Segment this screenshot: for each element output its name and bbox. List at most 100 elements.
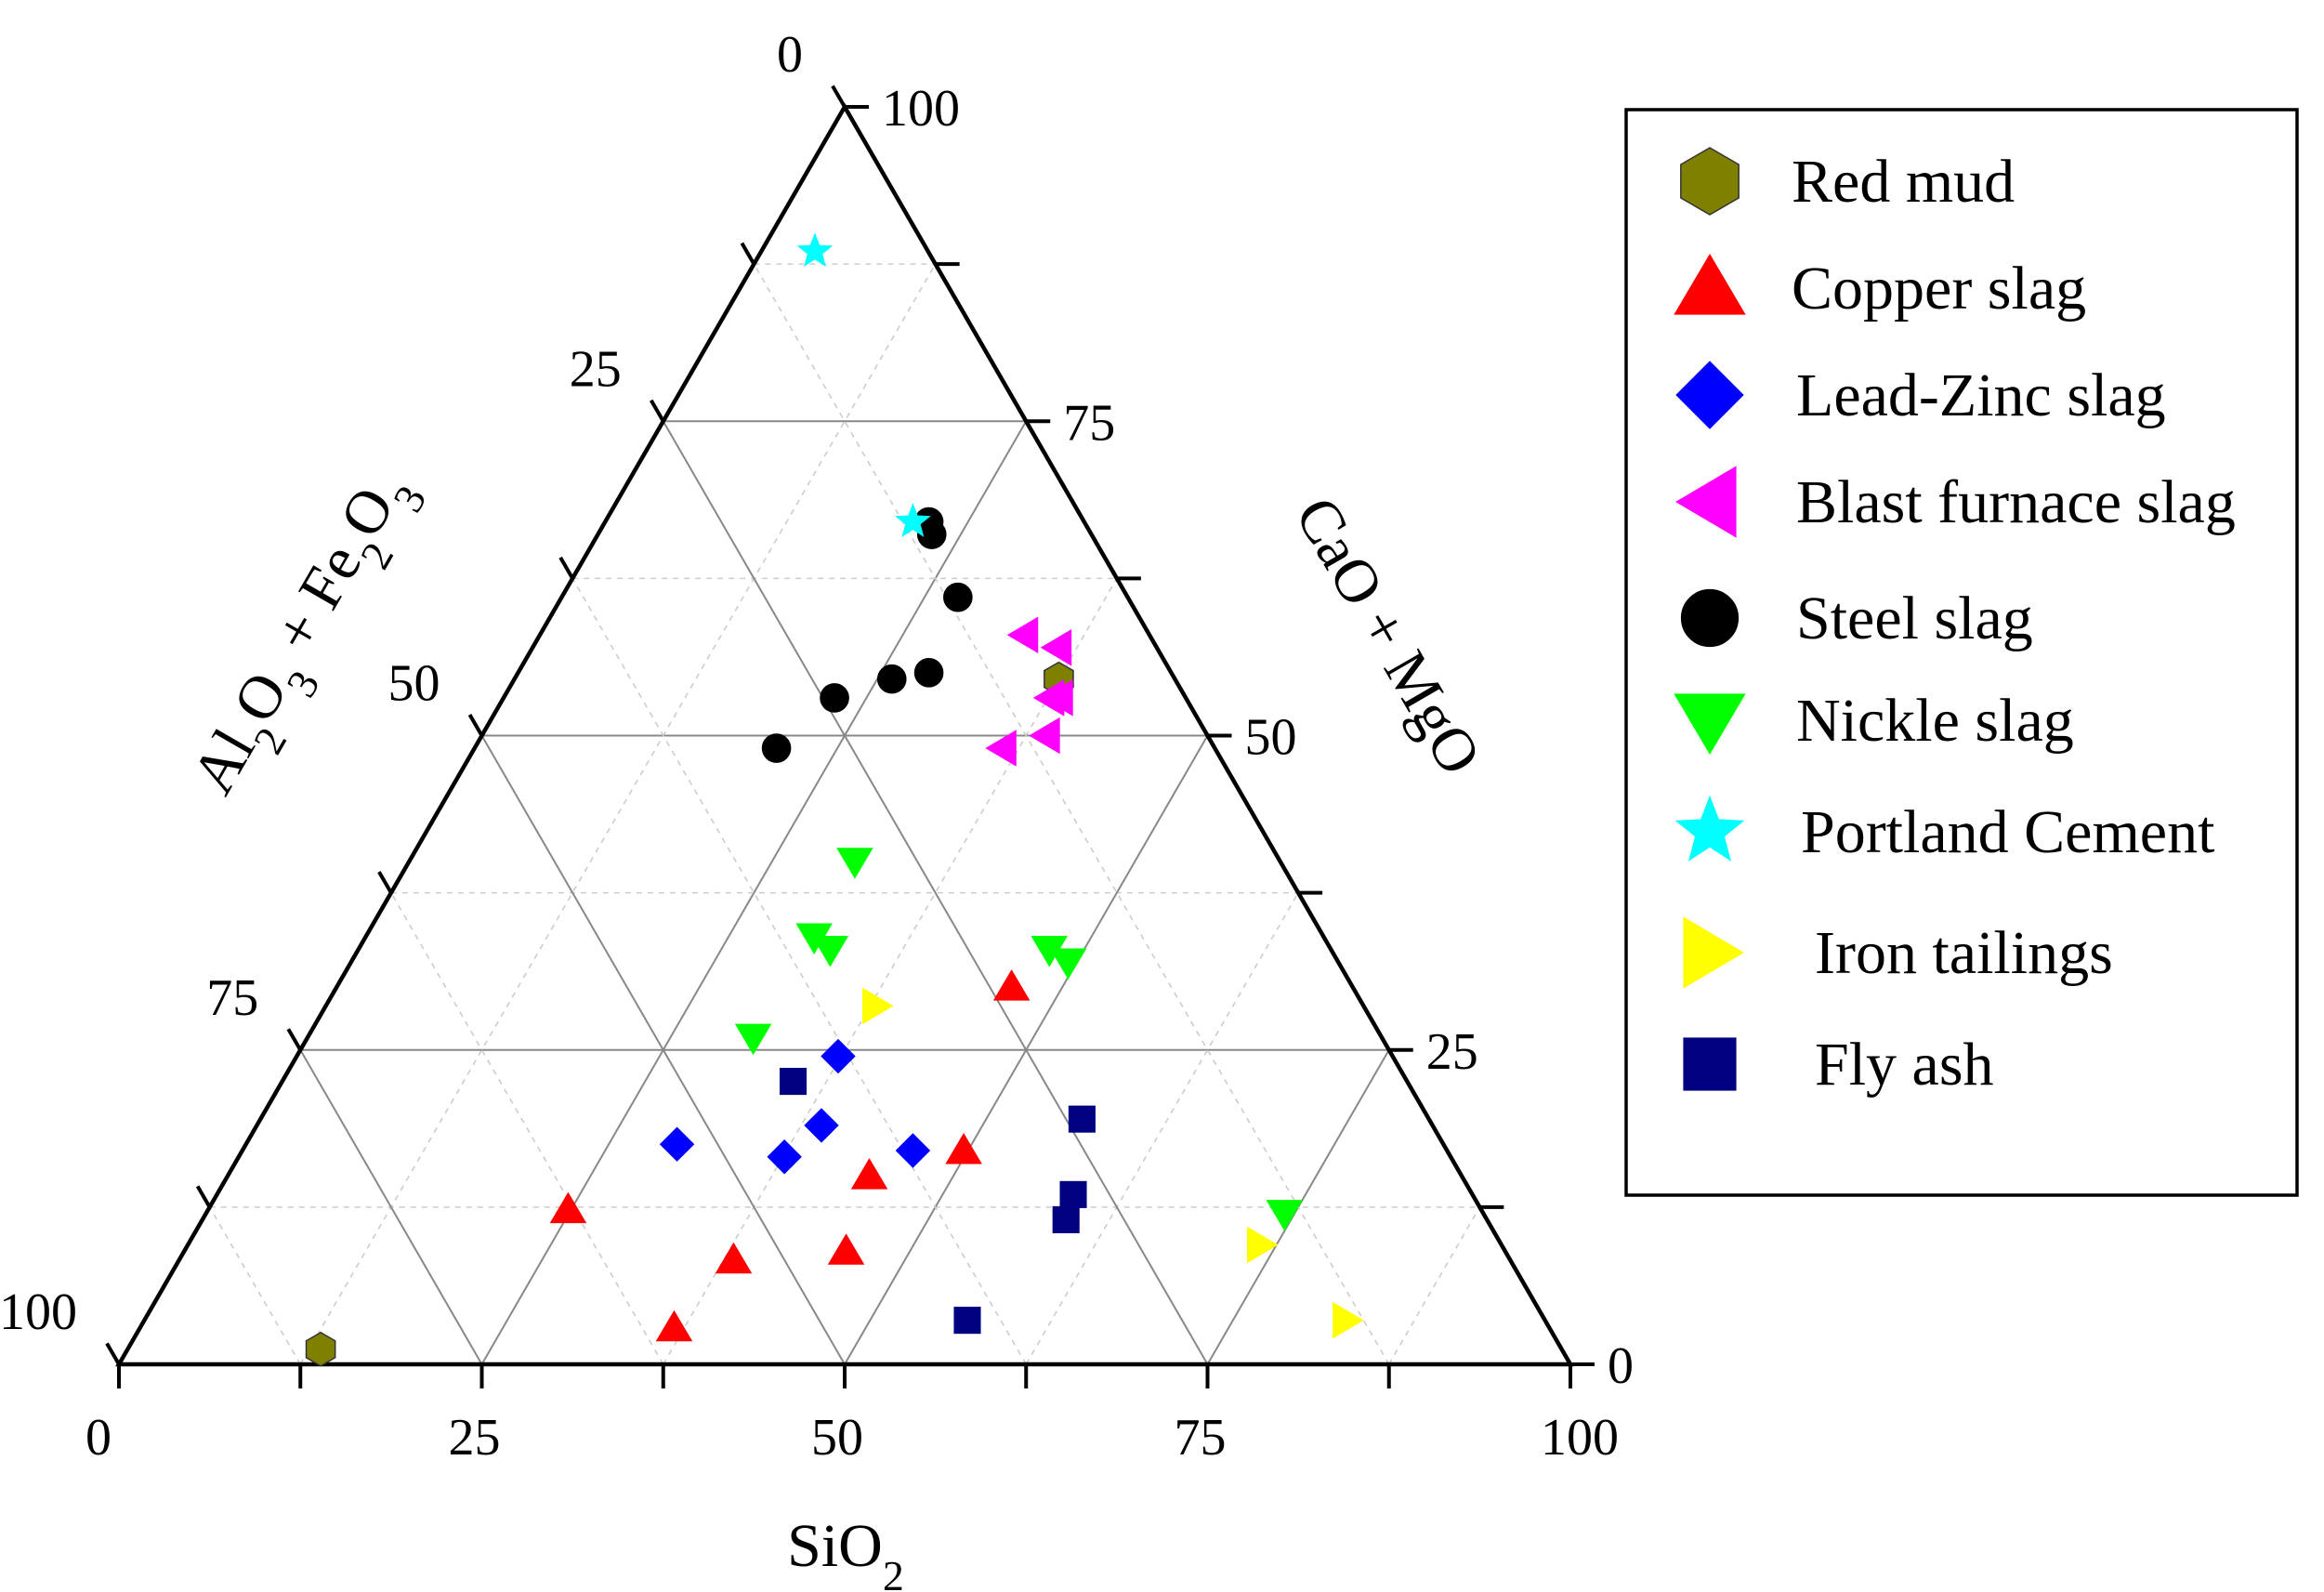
grid-line-minor [299, 263, 937, 1365]
legend-label-nickle-slag: Nickle slag [1796, 687, 2074, 755]
legend-item-iron-tailings: Iron tailings [1683, 916, 2113, 989]
point-nickle-slag [836, 848, 873, 879]
point-copper-slag [850, 1158, 888, 1190]
legend-item-lead-zinc-slag: Lead-Zinc slag [1675, 361, 2166, 429]
point-fly-ash [953, 1307, 981, 1335]
point-nickle-slag [811, 935, 849, 967]
grid-line-major [299, 1049, 483, 1365]
point-portland-cement [796, 232, 834, 268]
tick-label-left: 50 [388, 655, 440, 713]
point-blast-furnace-slag [985, 730, 1017, 767]
grid-line-minor [208, 1206, 301, 1365]
legend-item-blast-furnace-slag: Blast furnace slag [1675, 466, 2236, 538]
tick-mark-left [558, 556, 574, 580]
point-steel-slag [916, 520, 947, 549]
legend-marker-copper-slag [1674, 254, 1746, 315]
tick-label-left: 25 [570, 340, 622, 398]
legend-label-iron-tailings: Iron tailings [1815, 919, 2113, 987]
tick-mark-left [650, 399, 665, 423]
legend-item-portland-cement: Portland Cement [1674, 795, 2214, 866]
grid-line-major [480, 735, 846, 1365]
point-copper-slag [715, 1242, 753, 1274]
point-copper-slag [827, 1233, 865, 1265]
point-nickle-slag [1049, 948, 1087, 980]
point-iron-tailings [1333, 1301, 1364, 1339]
axis-title-bottom: SiO2 [787, 1512, 904, 1592]
legend-marker-red-mud [1680, 147, 1740, 216]
legend-box [1624, 108, 2299, 1197]
point-steel-slag [820, 683, 849, 713]
tick-label-left: 75 [206, 969, 258, 1027]
tick-mark-left [740, 242, 756, 266]
grid-lines [208, 263, 1481, 1365]
legend: Red mud Copper slag Lead-Zinc slag Blast fu… [1624, 108, 2299, 1197]
tick-label-bottom: 75 [1175, 1409, 1227, 1467]
tick-label-right: 25 [1426, 1023, 1478, 1081]
legend-item-steel-slag: Steel slag [1680, 585, 2033, 652]
point-lead-zinc-slag [767, 1139, 802, 1175]
legend-label-portland-cement: Portland Cement [1801, 798, 2214, 866]
tick-marks [105, 85, 1595, 1388]
legend-label-lead-zinc-slag: Lead-Zinc slag [1796, 362, 2166, 429]
tick-label-right: 100 [882, 80, 960, 138]
legend-marker-iron-tailings [1683, 916, 1744, 989]
point-blast-furnace-slag [1029, 717, 1060, 755]
point-blast-furnace-slag [1006, 616, 1039, 654]
point-steel-slag [761, 733, 792, 763]
point-blast-furnace-slag [1042, 679, 1073, 717]
tick-labels: 0 0 0 25 25 25 50 50 50 75 75 75 100 100 100 [0, 26, 1634, 1467]
tick-label-bottom: 100 [1541, 1409, 1619, 1467]
point-steel-slag [913, 658, 944, 688]
tick-label-left: 0 [777, 26, 803, 84]
point-fly-ash [1068, 1105, 1096, 1133]
point-copper-slag [655, 1309, 693, 1342]
legend-marker-portland-cement [1674, 795, 1745, 862]
legend-item-fly-ash: Fly ash [1683, 1031, 1994, 1099]
tick-label-bottom: 25 [449, 1409, 501, 1467]
legend-item-copper-slag: Copper slag [1674, 254, 2086, 322]
point-copper-slag [549, 1191, 587, 1224]
legend-label-copper-slag: Copper slag [1792, 255, 2086, 322]
point-iron-tailings [862, 987, 894, 1025]
tick-label-left: 100 [0, 1283, 77, 1341]
point-lead-zinc-slag [659, 1126, 695, 1162]
tick-mark-left [831, 85, 847, 109]
point-copper-slag [992, 969, 1031, 1001]
tick-mark-left [195, 1185, 212, 1208]
axis-title-bottom-subscript: 2 [883, 1552, 904, 1592]
axis-title-left: Al2O3 + Fe2O3 [178, 457, 435, 814]
point-nickle-slag [1266, 1200, 1304, 1231]
tick-label-bottom: 50 [811, 1409, 863, 1467]
legend-item-nickle-slag: Nickle slag [1674, 687, 2074, 755]
legend-item-red-mud: Red mud [1680, 147, 2015, 216]
legend-label-red-mud: Red mud [1792, 148, 2015, 216]
legend-marker-nickle-slag [1674, 693, 1746, 755]
tick-mark-left [286, 1028, 302, 1051]
data-points [305, 232, 1364, 1367]
tick-mark-left [377, 871, 393, 894]
grid-line-minor [571, 577, 1027, 1365]
legend-marker-fly-ash [1683, 1037, 1737, 1091]
tick-label-right: 50 [1245, 709, 1297, 767]
legend-label-blast-furnace-slag: Blast furnace slag [1796, 468, 2236, 536]
point-steel-slag [943, 582, 973, 612]
grid-line-minor [1388, 1206, 1481, 1365]
point-lead-zinc-slag [821, 1038, 856, 1074]
grid-line-major [662, 420, 1209, 1365]
point-nickle-slag [734, 1023, 772, 1056]
point-lead-zinc-slag [895, 1133, 931, 1168]
axis-title-right: CaO + MgO [1281, 486, 1494, 786]
point-portland-cement [895, 503, 931, 537]
point-blast-furnace-slag [1040, 629, 1072, 666]
legend-label-fly-ash: Fly ash [1815, 1031, 1994, 1099]
legend-marker-blast-furnace-slag [1675, 466, 1737, 538]
grid-line-minor [390, 892, 664, 1365]
tick-label-bottom: 0 [85, 1409, 112, 1467]
point-iron-tailings [1246, 1226, 1279, 1264]
grid-line-minor [1025, 892, 1299, 1365]
point-lead-zinc-slag [804, 1108, 839, 1143]
legend-marker-lead-zinc-slag [1675, 361, 1744, 429]
legend-marker-steel-slag [1680, 588, 1740, 648]
tick-mark-left [467, 713, 484, 737]
